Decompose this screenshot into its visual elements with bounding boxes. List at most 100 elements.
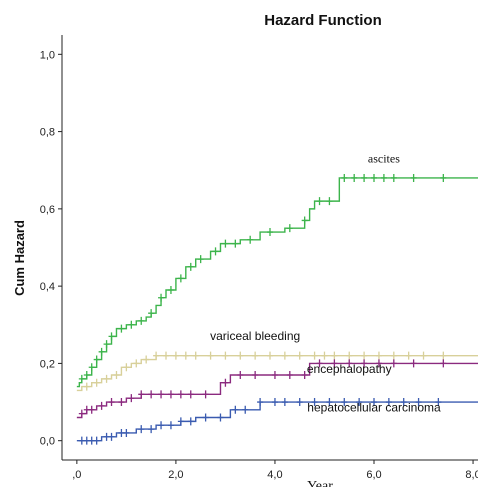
censor-mark-variceal-bleeding — [267, 351, 273, 360]
censor-mark-hepatocellular-carcinoma — [281, 398, 288, 407]
censor-mark-hepatocellular-carcinoma — [385, 398, 392, 407]
censor-mark-hepatocellular-carcinoma — [108, 432, 115, 441]
censor-mark-ascites — [361, 173, 368, 182]
censor-mark-hepatocellular-carcinoma — [202, 413, 209, 422]
censor-mark-variceal-bleeding — [93, 378, 100, 387]
censor-mark-ascites — [301, 216, 308, 225]
censor-mark-ascites — [410, 173, 417, 182]
censor-mark-variceal-bleeding — [192, 351, 199, 360]
censor-mark-encephalopathy — [301, 371, 308, 379]
censor-mark-encephalopathy — [148, 390, 155, 399]
censor-mark-ascites — [187, 262, 194, 271]
censor-mark-encephalopathy — [98, 401, 105, 410]
censor-mark-variceal-bleeding — [390, 351, 397, 360]
censor-mark-hepatocellular-carcinoma — [296, 398, 303, 407]
censor-mark-variceal-bleeding — [207, 351, 214, 360]
censor-mark-variceal-bleeding — [83, 382, 90, 391]
censor-mark-variceal-bleeding — [440, 351, 447, 360]
series-annotations: ascites variceal bleeding encephalopathy he… — [210, 152, 441, 415]
censor-mark-variceal-bleeding — [361, 351, 368, 360]
x-tick-label: 6,0 — [366, 469, 381, 481]
censor-mark-hepatocellular-carcinoma — [138, 425, 145, 434]
censor-mark-ascites — [286, 224, 293, 233]
censor-mark-hepatocellular-carcinoma — [187, 417, 194, 426]
censor-mark-encephalopathy — [138, 390, 145, 399]
censor-mark-variceal-bleeding — [296, 351, 303, 360]
censor-mark-hepatocellular-carcinoma — [93, 436, 100, 445]
y-tick-label: 1,0 — [40, 49, 55, 61]
censor-mark-encephalopathy — [202, 390, 209, 399]
censor-mark-ascites — [390, 173, 397, 182]
censor-mark-variceal-bleeding — [420, 351, 427, 360]
censor-mark-encephalopathy — [128, 394, 135, 403]
censor-mark-variceal-bleeding — [321, 351, 328, 360]
censor-mark-hepatocellular-carcinoma — [217, 413, 224, 422]
x-tick-label: 4,0 — [267, 469, 282, 481]
censor-mark-ascites — [108, 332, 115, 341]
censor-mark-encephalopathy — [375, 359, 382, 368]
censor-mark-hepatocellular-carcinoma — [177, 417, 184, 426]
censor-mark-hepatocellular-carcinoma — [311, 398, 318, 407]
y-tick-label: 0,8 — [40, 127, 55, 139]
censor-mark-hepatocellular-carcinoma — [371, 398, 377, 407]
censor-mark-hepatocellular-carcinoma — [435, 398, 442, 407]
censor-mark-ascites — [118, 324, 125, 333]
censor-mark-hepatocellular-carcinoma — [148, 425, 155, 434]
censor-mark-ascites — [138, 316, 145, 325]
censor-mark-ascites — [78, 374, 85, 383]
censor-mark-hepatocellular-carcinoma — [341, 398, 348, 407]
censor-mark-hepatocellular-carcinoma — [326, 398, 333, 407]
censor-mark-variceal-bleeding — [172, 351, 179, 360]
censor-mark-encephalopathy — [167, 390, 174, 399]
censor-mark-ascites — [83, 371, 90, 379]
censor-mark-ascites — [148, 309, 155, 318]
series-annotation: ascites — [368, 152, 400, 166]
censor-mark-ascites — [341, 173, 348, 182]
y-axis-label: Cum Hazard — [12, 220, 27, 296]
censor-mark-hepatocellular-carcinoma — [400, 398, 407, 407]
censor-mark-variceal-bleeding — [222, 351, 229, 360]
y-tick-label: 0,2 — [40, 358, 55, 370]
censor-mark-encephalopathy — [390, 359, 397, 368]
x-tick-label: 2,0 — [168, 469, 183, 481]
censor-mark-variceal-bleeding — [346, 351, 353, 360]
x-tick-label: ,0 — [72, 469, 81, 481]
censor-mark-variceal-bleeding — [143, 355, 150, 364]
censor-mark-variceal-bleeding — [123, 363, 130, 372]
censor-mark-variceal-bleeding — [153, 351, 160, 360]
censor-mark-hepatocellular-carcinoma — [123, 428, 130, 437]
censor-mark-encephalopathy — [361, 359, 368, 368]
censor-mark-encephalopathy — [331, 359, 338, 368]
censor-mark-encephalopathy — [346, 359, 353, 368]
censor-mark-hepatocellular-carcinoma — [356, 398, 363, 407]
censor-mark-encephalopathy — [286, 371, 293, 379]
censor-mark-encephalopathy — [222, 378, 229, 387]
chart-title: Hazard Function — [264, 12, 382, 29]
y-tick-label: 0,0 — [40, 436, 55, 448]
censor-mark-variceal-bleeding — [252, 351, 259, 360]
censor-mark-hepatocellular-carcinoma — [271, 398, 278, 407]
series-annotation: variceal bleeding — [210, 329, 300, 343]
censor-mark-encephalopathy — [158, 390, 165, 399]
censor-mark-ascites — [167, 286, 174, 294]
censor-mark-ascites — [212, 247, 219, 256]
censor-mark-ascites — [103, 340, 110, 349]
series-line-variceal-bleeding — [76, 354, 478, 392]
censor-mark-ascites — [326, 197, 333, 206]
censor-mark-hepatocellular-carcinoma — [242, 405, 249, 414]
censor-mark-variceal-bleeding — [237, 351, 244, 360]
censor-mark-variceal-bleeding — [182, 351, 189, 360]
censor-mark-hepatocellular-carcinoma — [167, 421, 174, 430]
censor-mark-encephalopathy — [177, 390, 184, 399]
censor-mark-encephalopathy — [271, 371, 278, 379]
x-tick-label: 8,0 — [465, 469, 478, 481]
censor-mark-variceal-bleeding — [113, 371, 120, 379]
censor-mark-ascites — [128, 320, 135, 329]
censor-mark-ascites — [232, 239, 239, 248]
series-annotation: encephalopathy — [307, 362, 392, 376]
censor-mark-hepatocellular-carcinoma — [158, 421, 165, 430]
censor-mark-hepatocellular-carcinoma — [257, 398, 264, 407]
series-annotation: hepatocellular carcinoma — [307, 401, 441, 415]
censor-mark-encephalopathy — [187, 390, 194, 399]
